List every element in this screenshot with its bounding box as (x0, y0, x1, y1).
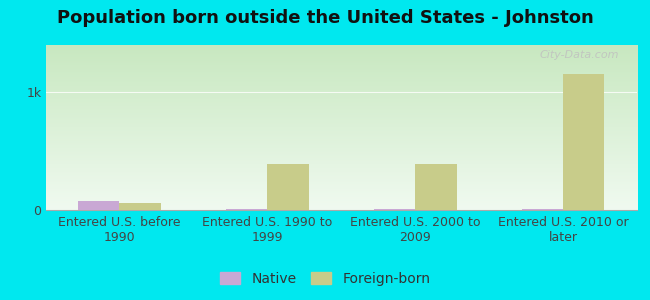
Bar (267, 164, 309, 210)
Text: Population born outside the United States - Johnston: Population born outside the United State… (57, 9, 593, 27)
Bar (415, 164, 456, 210)
Legend: Native, Foreign-born: Native, Foreign-born (215, 268, 435, 290)
Text: City-Data.com: City-Data.com (540, 50, 619, 60)
Bar (226, 209, 267, 210)
Bar (522, 209, 563, 210)
Bar (374, 209, 415, 210)
Bar (120, 203, 161, 210)
Bar (563, 74, 604, 210)
Bar (78, 201, 120, 210)
